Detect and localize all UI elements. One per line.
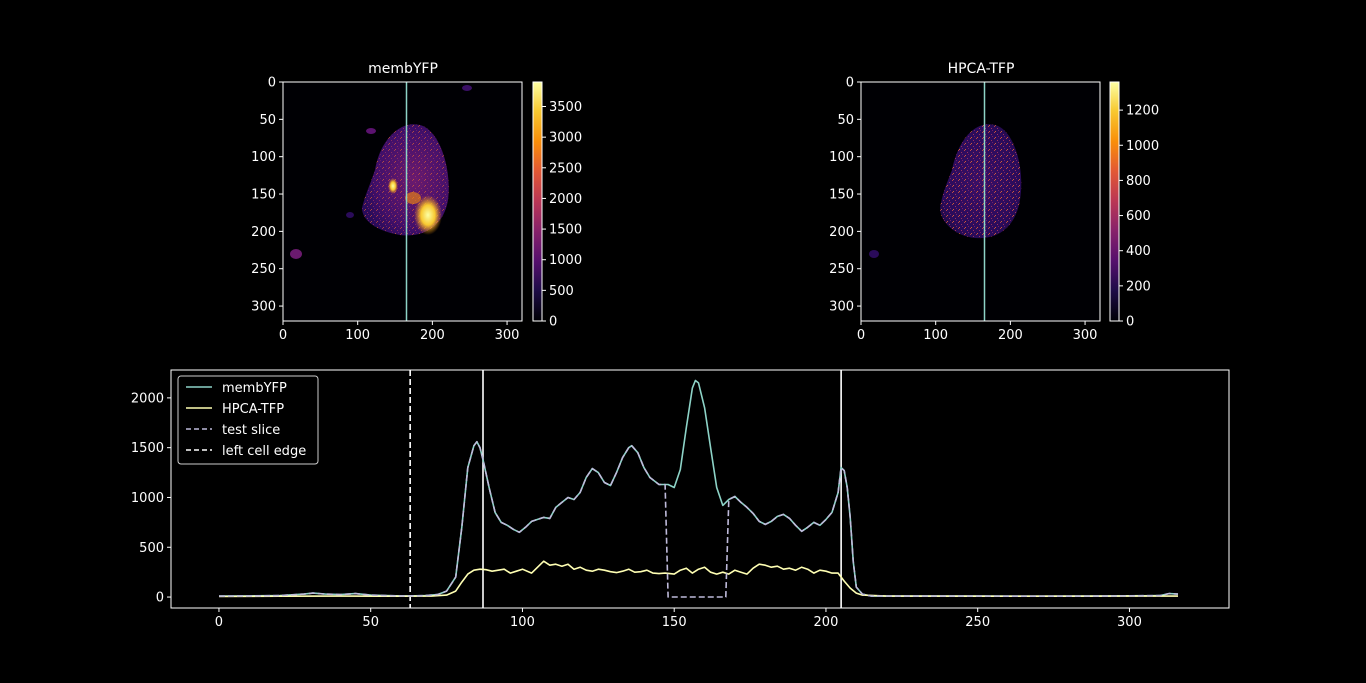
plot-area: [170, 369, 1230, 609]
series-line-test-slice: [218, 440, 1179, 598]
tick-label: 400: [1126, 244, 1151, 259]
tick-label: 500: [139, 541, 164, 556]
tick-label: 0: [549, 315, 557, 330]
colorbar: 0 500 1000 1500 2000 2500 3000 3500: [532, 81, 582, 330]
tick-label: 1000: [1126, 139, 1159, 154]
tick-label: 150: [829, 188, 854, 203]
tick-label: 100: [251, 150, 276, 165]
tick-label: 250: [965, 615, 990, 630]
bright-spot: [414, 195, 442, 235]
tick-label: 300: [495, 328, 520, 343]
tick-label: 200: [1126, 279, 1151, 294]
tick-label: 800: [1126, 174, 1151, 189]
tick-label: 1500: [131, 441, 164, 456]
tick-label: 0: [846, 76, 854, 91]
tick-label: 300: [251, 300, 276, 315]
tick-label: 300: [829, 300, 854, 315]
tick-label: 300: [1117, 615, 1142, 630]
tick-label: 50: [837, 113, 854, 128]
tick-label: 500: [549, 284, 574, 299]
tick-label: 600: [1126, 209, 1151, 224]
tick-label: 250: [829, 262, 854, 277]
tick-label: 3500: [549, 100, 582, 115]
bright-spot: [388, 178, 398, 194]
tick-label: 150: [662, 615, 687, 630]
legend-label: HPCA-TFP: [222, 402, 284, 417]
tick-label: 100: [829, 150, 854, 165]
tick-label: 100: [923, 328, 948, 343]
legend-label: left cell edge: [222, 444, 306, 459]
image-content: [290, 82, 472, 321]
legend: membYFP HPCA-TFP test slice left cell ed…: [177, 375, 319, 465]
tick-label: 1000: [549, 253, 582, 268]
bright-spot: [405, 192, 421, 204]
tick-label: 100: [345, 328, 370, 343]
tick-label: 150: [251, 188, 276, 203]
tick-label: 1200: [1126, 104, 1159, 119]
tick-label: 200: [998, 328, 1023, 343]
debris: [346, 212, 354, 218]
tick-label: 200: [251, 225, 276, 240]
tick-label: 3000: [549, 131, 582, 146]
tick-label: 0: [1126, 315, 1134, 330]
tick-label: 100: [510, 615, 535, 630]
debris: [462, 85, 472, 91]
debris: [869, 250, 879, 258]
tick-label: 0: [156, 591, 164, 606]
debris: [290, 249, 302, 259]
tick-label: 1000: [131, 491, 164, 506]
image-content: [869, 82, 1022, 321]
panel-title: HPCA-TFP: [948, 61, 1015, 77]
tick-label: 200: [814, 615, 839, 630]
debris: [366, 128, 376, 134]
panel-profile: 0 50 100 150 200 250 300 0 500 1000 1500 2000 membY…: [131, 369, 1230, 630]
tick-label: 0: [279, 328, 287, 343]
tick-label: 200: [420, 328, 445, 343]
tick-label: 50: [259, 113, 276, 128]
tick-label: 300: [1073, 328, 1098, 343]
tick-label: 0: [268, 76, 276, 91]
tick-label: 1500: [549, 223, 582, 238]
tick-label: 0: [857, 328, 865, 343]
legend-label: membYFP: [222, 381, 287, 396]
tick-label: 200: [829, 225, 854, 240]
tick-label: 250: [251, 262, 276, 277]
tick-label: 2500: [549, 161, 582, 176]
series-line-hpca-tfp: [218, 560, 1178, 598]
tick-label: 2000: [549, 192, 582, 207]
colorbar: 0 200 400 600 800 1000 1200: [1109, 81, 1159, 330]
tick-label: 2000: [131, 391, 164, 406]
legend-label: test slice: [222, 423, 280, 438]
tick-label: 50: [362, 615, 379, 630]
tick-label: 0: [215, 615, 223, 630]
panel-title: membYFP: [368, 61, 438, 77]
